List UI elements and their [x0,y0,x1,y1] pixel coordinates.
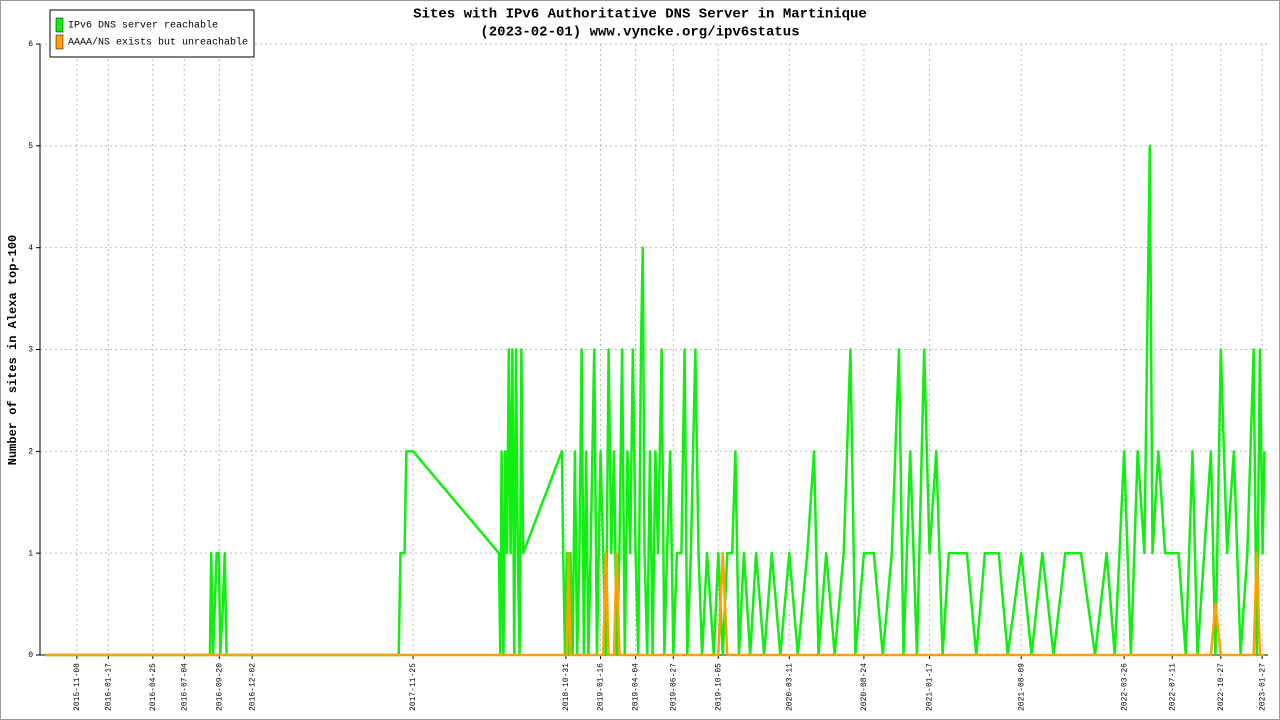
x-tick-label: 2018-10-31 [562,663,571,711]
x-tick-label: 2021-08-09 [1017,663,1026,711]
x-tick-label: 2019-10-05 [714,663,723,711]
y-tick-label: 2 [28,447,33,456]
x-tick-label: 2019-04-04 [632,663,641,711]
x-tick-label: 2021-01-17 [926,663,935,711]
x-tick-label: 2015-11-08 [73,663,82,711]
chart-subtitle: (2023-02-01) www.vyncke.org/ipv6status [480,25,799,41]
legend-label: IPv6 DNS server reachable [68,20,218,32]
legend-box [49,9,255,58]
x-tick-label: 2019-06-27 [669,663,678,711]
x-tick-label: 2020-03-11 [785,663,794,711]
y-tick-label: 5 [28,142,33,151]
legend-swatch [55,34,64,50]
x-tick-label: 2019-01-16 [597,663,606,711]
x-tick-label: 2020-08-24 [860,663,869,711]
y-tick-label: 3 [28,346,33,355]
legend-label: AAAA/NS exists but unreachable [68,37,248,49]
x-tick-label: 2016-04-25 [149,663,158,711]
series-line [44,551,1265,657]
y-tick-label: 4 [28,244,33,253]
series-line [44,144,1266,657]
chart-title: Sites with IPv6 Authoritative DNS Server… [413,7,867,23]
x-tick-label: 2016-12-02 [248,663,257,711]
x-tick-label: 2016-01-17 [104,663,113,711]
x-tick-label: 2023-01-27 [1258,663,1267,711]
x-tick-label: 2022-07-11 [1168,663,1177,711]
y-tick-label: 6 [28,40,33,49]
x-tick-label: 2016-07-04 [180,663,189,711]
y-tick-label: 1 [28,549,33,558]
y-tick-label: 0 [28,651,33,660]
legend-swatch [55,17,64,33]
y-axis-label: Number of sites in Alexa top-100 [6,235,20,465]
x-tick-label: 2022-10-27 [1217,663,1226,711]
x-tick-label: 2017-11-25 [409,663,418,711]
x-tick-label: 2016-09-20 [215,663,224,711]
x-tick-label: 2022-03-26 [1120,663,1129,711]
